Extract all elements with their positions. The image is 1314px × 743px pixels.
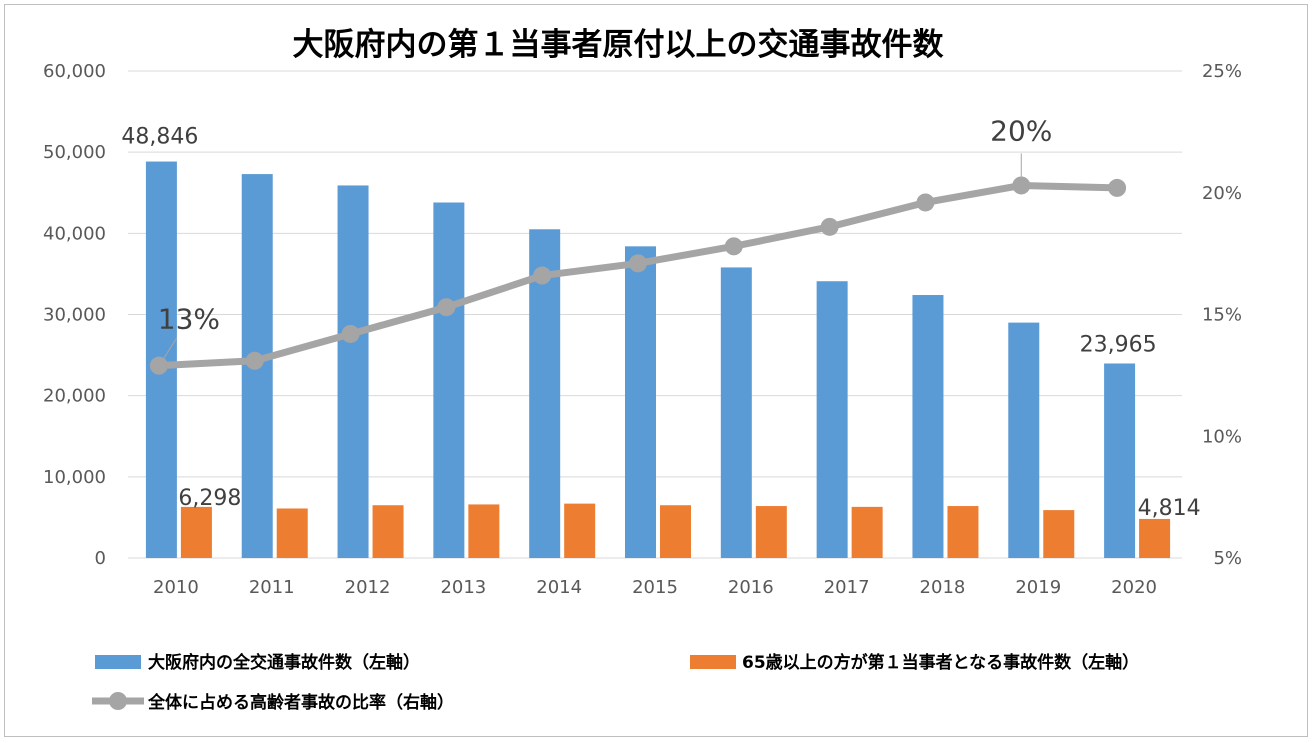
left-tick-label: 30,000: [43, 305, 106, 326]
ratio-point-2013: [437, 298, 456, 317]
leader-line-2010: [162, 337, 178, 360]
bar-elderly-2011: [276, 508, 308, 558]
label-elderly-2010: 6,298: [178, 486, 241, 511]
ratio-point-2020: [1108, 178, 1127, 197]
bar-total-2012: [337, 185, 369, 558]
left-tick-label: 40,000: [43, 223, 106, 244]
bar-total-2017: [816, 281, 848, 558]
bars: [145, 161, 1171, 559]
x-tick-label: 2012: [345, 577, 391, 598]
right-tick-label: 10%: [1202, 426, 1242, 447]
right-axis-ticks: 5% 10% 15% 20% 25%: [1202, 61, 1242, 569]
right-tick-label: 20%: [1202, 183, 1242, 204]
ratio-point-2011: [245, 351, 264, 370]
bar-total-2020: [1104, 363, 1136, 558]
bar-elderly-2016: [755, 506, 787, 558]
x-tick-label: 2019: [1015, 577, 1061, 598]
x-tick-label: 2016: [728, 577, 774, 598]
bar-total-2013: [433, 202, 465, 559]
right-tick-label: 5%: [1213, 548, 1242, 569]
bar-elderly-2020: [1139, 518, 1171, 558]
bar-elderly-2015: [660, 505, 691, 558]
ratio-point-2012: [341, 324, 360, 343]
data-labels: 48,846 23,965 6,298 4,814 13% 20%: [121, 114, 1200, 520]
x-tick-label: 2018: [920, 577, 966, 598]
bar-elderly-2013: [468, 504, 500, 558]
bar-total-2018: [912, 295, 944, 558]
left-tick-label: 10,000: [43, 467, 106, 488]
chart-title: 大阪府内の第１当事者原付以上の交通事故件数: [293, 27, 944, 63]
legend-label-ratio: 全体に占める高齢者事故の比率（右軸）: [147, 692, 454, 713]
bar-elderly-2012: [372, 505, 404, 558]
ratio-line: [149, 176, 1127, 375]
x-tick-label: 2013: [440, 577, 486, 598]
right-tick-label: 25%: [1202, 61, 1242, 82]
legend-swatch-elderly: [690, 655, 736, 669]
x-tick-label: 2010: [153, 577, 199, 598]
legend-label-elderly: 65歳以上の方が第１当事者となる事故件数（左軸）: [742, 652, 1139, 673]
x-tick-label: 2011: [249, 577, 295, 598]
label-ratio-2019: 20%: [990, 114, 1052, 147]
ratio-point-2010: [149, 356, 168, 375]
label-ratio-2010: 13%: [158, 303, 220, 336]
x-tick-label: 2020: [1111, 577, 1157, 598]
label-elderly-2020: 4,814: [1138, 496, 1201, 521]
left-tick-label: 50,000: [43, 142, 106, 163]
label-total-2020: 23,965: [1080, 332, 1157, 357]
ratio-point-2015: [629, 254, 647, 273]
x-axis-ticks: 2010 2011 2012 2013 2014 2015 2016 2017 2018 2019…: [153, 577, 1157, 598]
x-tick-label: 2015: [632, 577, 678, 598]
left-tick-label: 60,000: [43, 61, 106, 82]
left-axis-ticks: 0 10,000 20,000 30,000 40,000 50,000 60,000: [43, 61, 106, 569]
x-tick-label: 2014: [536, 577, 582, 598]
left-tick-label: 20,000: [43, 386, 106, 407]
bar-total-2019: [1008, 322, 1040, 558]
bar-elderly-2010: [180, 506, 212, 558]
legend-swatch-total: [95, 655, 141, 669]
ratio-point-2018: [916, 193, 935, 212]
ratio-point-2014: [533, 266, 552, 285]
ratio-point-2017: [820, 217, 839, 236]
bar-total-2016: [720, 267, 752, 558]
legend-swatch-ratio-marker: [109, 692, 127, 710]
bar-total-2015: [625, 246, 656, 558]
x-tick-label: 2017: [824, 577, 870, 598]
bar-elderly-2018: [947, 506, 979, 558]
ratio-point-2016: [724, 237, 743, 256]
bar-elderly-2019: [1043, 510, 1075, 558]
legend: 大阪府内の全交通事故件数（左軸） 65歳以上の方が第１当事者となる事故件数（左軸）…: [92, 652, 1139, 713]
left-tick-label: 0: [95, 548, 106, 569]
bar-elderly-2017: [851, 506, 883, 558]
bar-elderly-2014: [564, 503, 596, 558]
ratio-point-2019: [1012, 176, 1031, 195]
legend-label-total: 大阪府内の全交通事故件数（左軸）: [148, 652, 420, 673]
label-total-2010: 48,846: [121, 125, 198, 150]
right-tick-label: 15%: [1202, 305, 1242, 326]
